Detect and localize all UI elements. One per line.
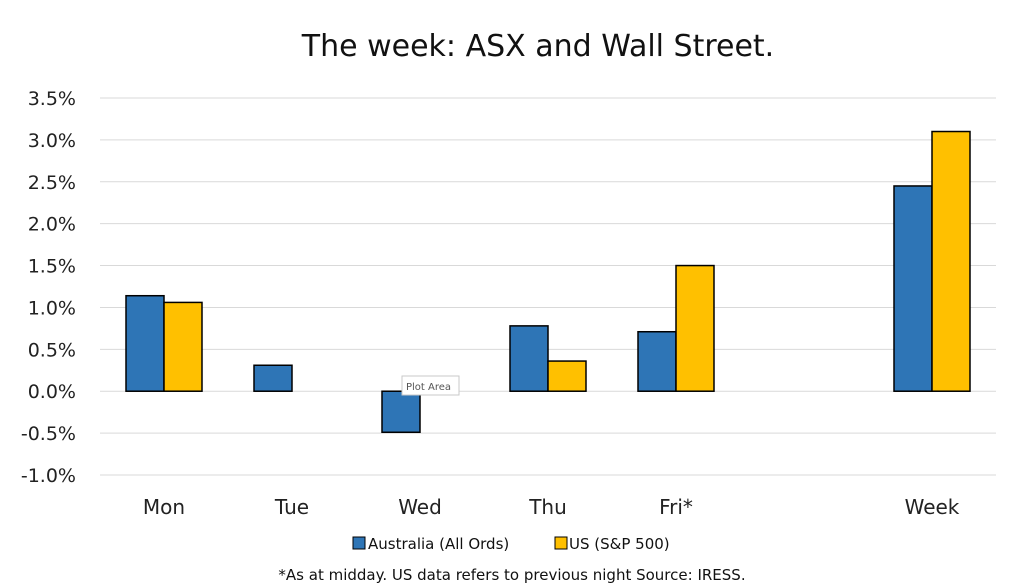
y-tick-label: 2.5% [28,172,76,194]
y-tick-label: 3.0% [28,130,76,152]
y-tick-label: 0.0% [28,381,76,403]
y-tick-label: 0.5% [28,339,76,361]
bar-australia-week[interactable] [893,185,933,392]
bar-australia-thu[interactable] [509,325,549,392]
bar-us-week[interactable] [931,130,971,392]
x-tick-label: Wed [398,495,442,519]
plot-area-tooltip: Plot Area [401,375,460,396]
legend: Australia (All Ords) US (S&P 500) [352,535,670,553]
y-tick-label: -0.5% [21,423,76,445]
bar-australia-wed[interactable] [381,390,421,434]
grid-lines [100,97,996,476]
y-axis-ticks: 3.5% 3.0% 2.5% 2.0% 1.5% 1.0% 0.5% 0.0% -0.5% -1.… [21,88,76,487]
chart-title: The week: ASX and Wall Street. [301,29,774,64]
bar-australia-fri[interactable] [637,330,677,392]
legend-label-us: US (S&P 500) [569,535,670,553]
footnote: *As at midday. US data refers to previou… [278,566,745,584]
legend-swatch-australia [352,536,366,550]
y-tick-label: 1.5% [28,256,76,278]
bar-us-thu[interactable] [547,360,587,392]
legend-swatch-us [554,536,568,550]
x-tick-label: Mon [143,495,185,519]
y-tick-label: 1.0% [28,297,76,319]
legend-label-australia: Australia (All Ords) [368,535,509,553]
y-tick-label: 2.0% [28,214,76,236]
tooltip-box [401,375,460,396]
x-tick-label: Fri* [659,495,693,519]
y-tick-label: -1.0% [21,465,76,487]
x-tick-label: Week [905,495,960,519]
bars[interactable] [125,130,971,434]
bar-australia-tue[interactable] [253,364,293,392]
bar-us-mon[interactable] [163,301,203,392]
x-tick-label: Tue [274,495,309,519]
bar-us-fri[interactable] [675,264,715,392]
x-axis-ticks: Mon Tue Wed Thu Fri* Week [143,495,960,519]
bar-australia-mon[interactable] [125,294,165,392]
x-tick-label: Thu [528,495,567,519]
y-tick-label: 3.5% [28,88,76,110]
tooltip-text: Plot Area [406,382,451,393]
